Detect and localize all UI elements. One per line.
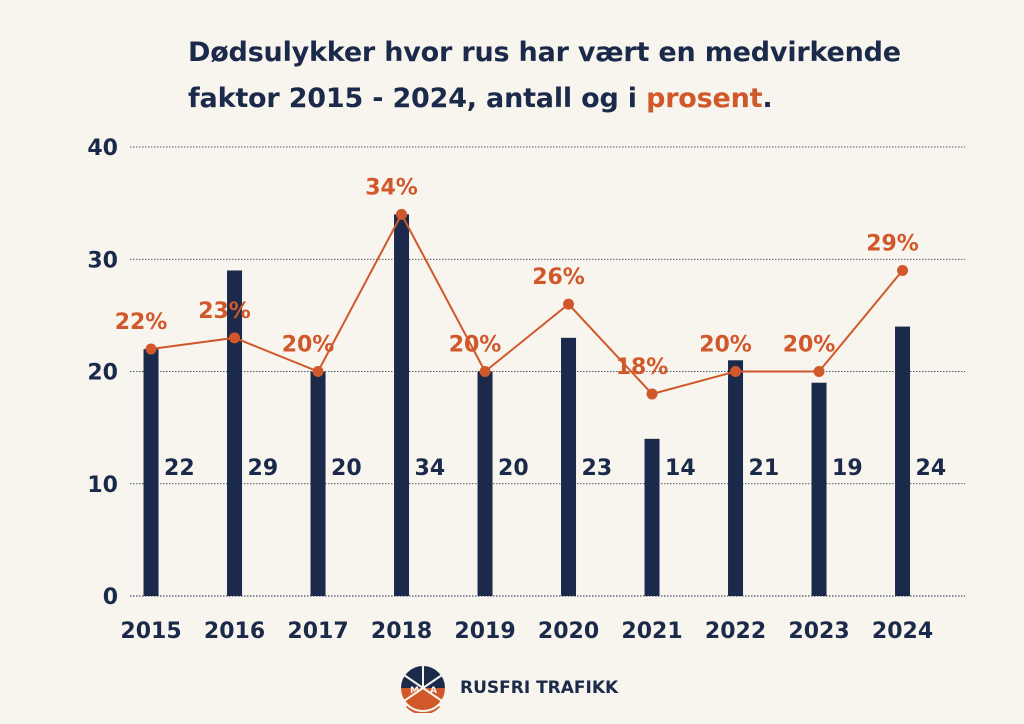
x-tick-label: 2022 [705, 619, 766, 644]
bar-2020 [561, 337, 577, 596]
percent-data-label: 18% [616, 355, 669, 380]
bar-value-label: 19 [832, 456, 863, 481]
percent-point-2022 [730, 366, 742, 377]
bar-2016 [227, 270, 243, 596]
x-tick-label: 2023 [788, 619, 849, 644]
percent-data-label: 20% [783, 333, 836, 358]
brand-logo-icon: M A [399, 664, 447, 713]
x-tick-label: 2016 [204, 619, 265, 644]
title-line-2-suffix: . [762, 83, 773, 114]
y-tick-label: 40 [87, 136, 118, 161]
percent-data-label: 20% [449, 333, 502, 358]
bar-2017 [310, 371, 326, 596]
chart-title: Dødsulykker hvor rus har vært en medvirk… [188, 30, 948, 122]
title-line-2-prefix: faktor 2015 - 2024, antall og i [188, 83, 647, 114]
bar-value-label: 34 [415, 456, 446, 481]
x-tick-label: 2020 [538, 619, 599, 644]
percent-data-label: 26% [532, 265, 585, 290]
percent-data-label: 20% [699, 333, 752, 358]
percent-point-2018 [396, 208, 408, 220]
percent-data-label: 34% [365, 175, 418, 200]
percent-data-label: 20% [282, 333, 335, 358]
bar-2022 [728, 360, 744, 596]
bar-2019 [477, 371, 493, 596]
bar-2024 [895, 326, 911, 596]
x-tick-label: 2021 [621, 619, 682, 644]
y-tick-label: 30 [87, 248, 118, 273]
x-tick-label: 2019 [454, 619, 515, 644]
percent-point-2021 [646, 388, 658, 400]
percent-point-2017 [312, 366, 324, 377]
percent-point-2024 [897, 264, 909, 276]
x-tick-label: 2015 [120, 619, 181, 644]
y-tick-label: 0 [103, 585, 118, 610]
x-tick-label: 2024 [872, 619, 933, 644]
logo-letter-m: M [410, 686, 419, 696]
percent-point-2016 [229, 332, 241, 344]
percent-point-2015 [145, 343, 157, 355]
logo-letter-a: A [430, 686, 437, 696]
bar-value-label: 21 [749, 456, 780, 481]
footer: M A RUSFRI TRAFIKK [398, 660, 618, 716]
x-tick-label: 2017 [287, 619, 348, 644]
bar-value-label: 14 [665, 456, 696, 481]
bar-2023 [811, 382, 827, 596]
bar-2015 [143, 349, 159, 596]
title-line-2: faktor 2015 - 2024, antall og i prosent. [188, 76, 948, 122]
bar-2021 [644, 438, 660, 596]
title-line-1: Dødsulykker hvor rus har vært en medvirk… [188, 37, 901, 68]
percent-point-2020 [563, 298, 575, 310]
percent-data-label: 22% [115, 310, 168, 335]
bar-value-label: 22 [164, 456, 195, 481]
y-tick-label: 20 [87, 361, 118, 386]
bar-2018 [394, 214, 410, 596]
y-tick-label: 10 [87, 473, 118, 498]
percent-data-label: 23% [198, 299, 251, 324]
bar-value-label: 24 [916, 456, 947, 481]
brand-name: RUSFRI TRAFIKK [460, 678, 619, 698]
percent-series-line [150, 212, 904, 396]
bar-value-label: 20 [498, 456, 529, 481]
x-tick-label: 2018 [371, 619, 432, 644]
title-highlight: prosent [646, 83, 763, 114]
percent-point-2023 [813, 366, 825, 377]
bar-value-label: 20 [331, 456, 362, 481]
bar-value-label: 29 [248, 456, 279, 481]
percent-point-2019 [479, 366, 491, 377]
bar-value-label: 23 [582, 456, 613, 481]
percent-data-label: 29% [866, 231, 919, 256]
